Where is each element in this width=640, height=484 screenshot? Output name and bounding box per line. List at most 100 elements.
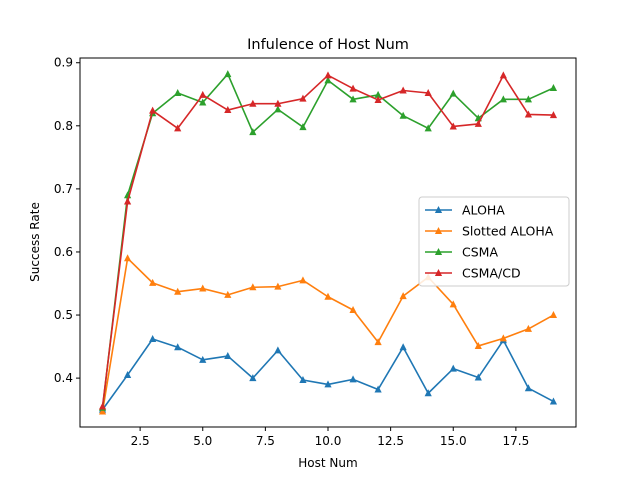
legend-item: ALOHA [425, 203, 505, 218]
data-point-slotted-aloha [349, 305, 357, 313]
data-point-csma-cd [524, 110, 533, 118]
x-tick-label: 5.0 [193, 434, 212, 448]
data-point-csma-cd [449, 122, 457, 130]
data-point-csma-cd [123, 197, 132, 205]
data-point-aloha [199, 355, 207, 363]
data-point-csma [274, 105, 282, 113]
data-point-csma [249, 128, 257, 136]
y-tick-label: 0.6 [54, 245, 73, 259]
data-point-slotted-aloha [98, 407, 107, 415]
data-point-aloha [374, 385, 382, 393]
y-axis: 0.4 0.5 0.6 0.7 0.8 0.9 [54, 56, 80, 385]
data-point-slotted-aloha [499, 334, 507, 342]
y-tick-label: 0.5 [54, 308, 73, 322]
data-point-csma-cd [224, 106, 232, 114]
data-point-csma [524, 95, 533, 103]
x-tick-label: 12.5 [377, 434, 404, 448]
data-point-aloha [324, 380, 332, 388]
x-tick-label: 10.0 [315, 434, 342, 448]
legend-label: CSMA/CD [462, 266, 521, 281]
data-point-slotted-aloha [474, 341, 482, 349]
data-point-slotted-aloha [324, 292, 332, 300]
data-point-aloha [174, 343, 182, 351]
legend-item: CSMA/CD [425, 266, 521, 281]
data-point-aloha [449, 364, 457, 372]
data-point-csma-cd [474, 119, 482, 127]
legend: ALOHA Slotted ALOHA CSMA CSMA/CD [418, 196, 570, 287]
legend-label: Slotted ALOHA [462, 224, 554, 239]
data-point-csma [549, 83, 558, 91]
data-point-csma [299, 123, 307, 131]
data-point-csma-cd [399, 86, 407, 94]
y-tick-label: 0.8 [54, 119, 73, 133]
data-point-slotted-aloha [199, 284, 207, 292]
data-point-csma [374, 90, 382, 98]
data-point-csma-cd [98, 402, 107, 410]
data-point-csma [199, 98, 207, 106]
x-axis-label: Host Num [298, 456, 357, 470]
data-point-csma [224, 70, 232, 78]
legend-marker [434, 269, 443, 276]
series-aloha [98, 335, 558, 413]
legend-item: CSMA [425, 245, 498, 260]
data-point-csma-cd [299, 94, 307, 102]
data-point-csma-cd [499, 71, 507, 79]
data-point-slotted-aloha [224, 290, 232, 298]
legend-marker [434, 206, 443, 213]
legend-marker [434, 248, 443, 255]
data-point-slotted-aloha [549, 311, 558, 319]
legend-label: ALOHA [462, 203, 505, 218]
chart-title: Infulence of Host Num [247, 37, 409, 53]
data-point-aloha [224, 352, 232, 360]
data-point-csma-cd [374, 95, 382, 103]
legend-item: Slotted ALOHA [425, 224, 554, 239]
legend-label: CSMA [462, 245, 498, 260]
data-point-slotted-aloha [399, 292, 407, 300]
x-tick-label: 7.5 [256, 434, 275, 448]
data-point-csma-cd [149, 106, 157, 114]
legend-box [418, 196, 570, 287]
data-point-slotted-aloha [524, 324, 533, 332]
data-point-slotted-aloha [374, 338, 382, 346]
data-point-csma [399, 111, 407, 119]
data-point-aloha [424, 389, 432, 397]
data-point-csma-cd [249, 99, 257, 107]
data-point-aloha [249, 374, 257, 382]
y-tick-label: 0.7 [54, 182, 73, 196]
data-point-csma-cd [199, 90, 207, 98]
data-point-slotted-aloha [174, 287, 182, 295]
x-tick-label: 2.5 [131, 434, 150, 448]
data-point-csma [424, 124, 432, 132]
data-point-csma-cd [274, 99, 282, 107]
x-axis: 2.5 5.0 7.5 10.0 12.5 15.0 17.5 [131, 427, 530, 448]
data-point-csma-cd [424, 89, 432, 97]
data-point-aloha [349, 375, 357, 383]
data-point-csma [499, 95, 507, 103]
legend-marker [434, 227, 443, 234]
y-tick-label: 0.4 [54, 371, 73, 385]
data-point-aloha [524, 384, 533, 392]
x-tick-label: 15.0 [440, 434, 467, 448]
data-point-csma-cd [174, 124, 182, 132]
data-point-slotted-aloha [123, 254, 132, 262]
data-point-aloha [149, 335, 157, 343]
x-tick-label: 17.5 [503, 434, 530, 448]
data-point-csma-cd [549, 111, 558, 119]
series-csma-cd [98, 71, 558, 410]
data-point-csma [449, 89, 457, 97]
y-axis-label: Success Rate [28, 202, 42, 282]
y-tick-label: 0.9 [54, 56, 73, 70]
data-point-csma [349, 95, 357, 103]
data-point-csma-cd [349, 84, 357, 92]
data-point-slotted-aloha [274, 282, 282, 290]
data-point-aloha [474, 373, 482, 381]
data-point-aloha [123, 370, 132, 378]
data-point-csma [174, 89, 182, 97]
data-point-slotted-aloha [149, 278, 157, 286]
data-point-csma-cd [324, 71, 332, 79]
data-point-aloha [549, 397, 558, 405]
data-point-aloha [274, 346, 282, 354]
data-point-slotted-aloha [249, 283, 257, 291]
data-point-csma [324, 76, 332, 84]
